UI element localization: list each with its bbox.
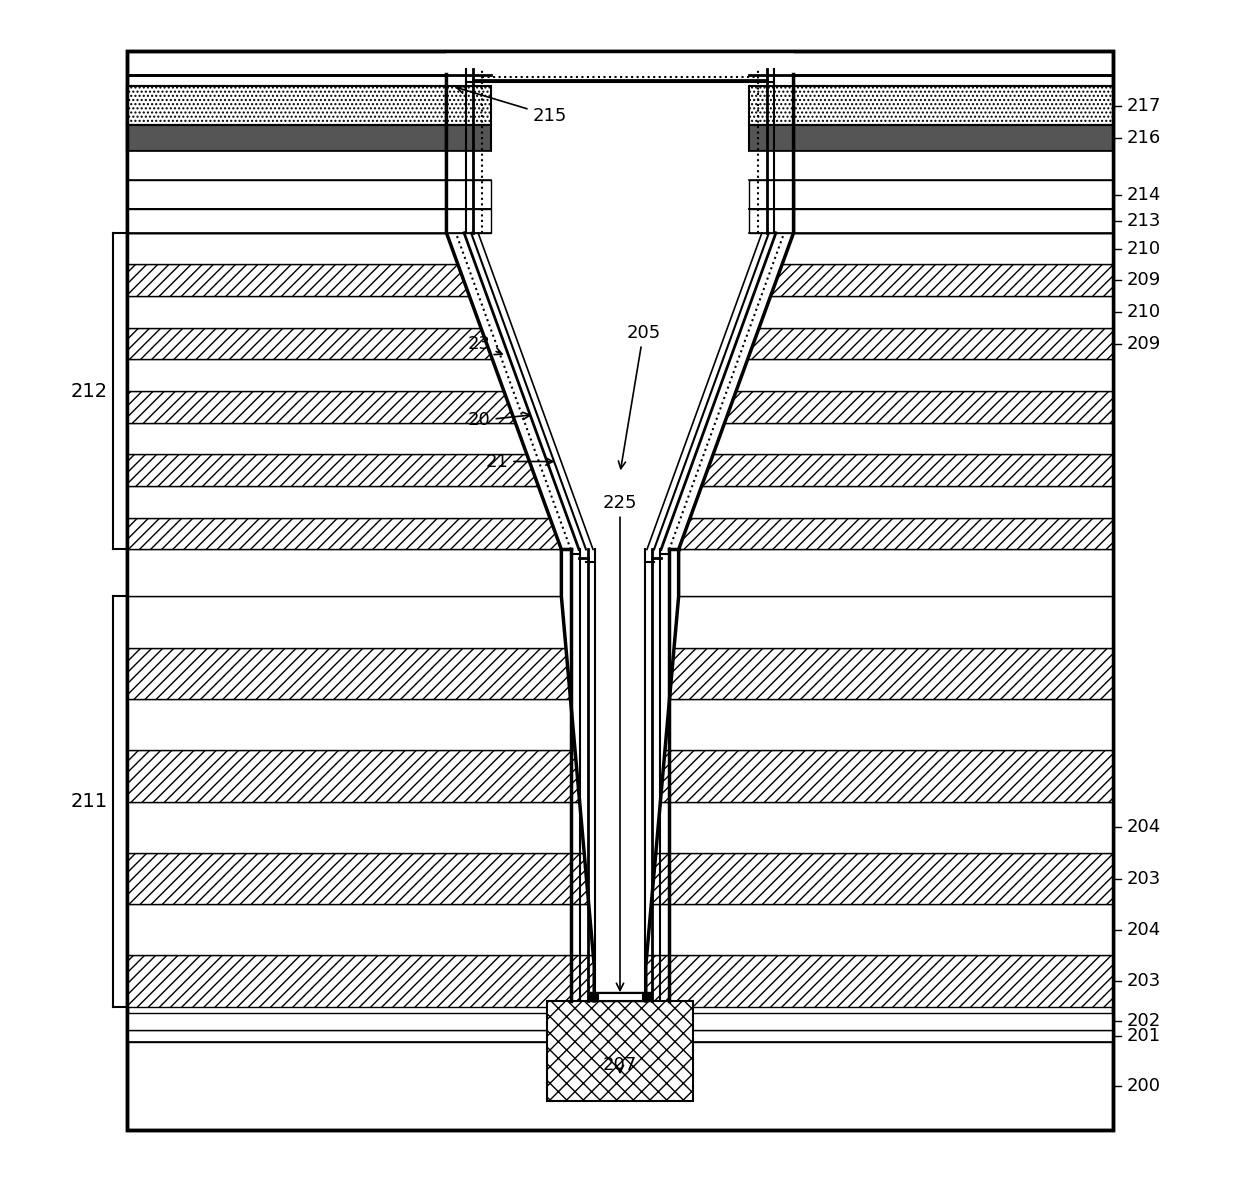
Bar [128, 86, 446, 125]
Bar [128, 596, 1112, 647]
Bar [128, 233, 1112, 265]
Bar [128, 180, 1112, 209]
Bar [749, 209, 794, 233]
Bar [446, 180, 491, 209]
Bar [128, 955, 1112, 1006]
Bar [588, 992, 652, 1001]
Polygon shape [446, 63, 794, 1001]
Bar [749, 151, 794, 180]
Bar [128, 328, 1112, 359]
Bar [128, 1012, 1112, 1030]
Bar [128, 549, 1112, 596]
Bar [128, 265, 1112, 296]
Bar [128, 802, 1112, 853]
Text: 210: 210 [1127, 240, 1161, 257]
Bar [128, 86, 1112, 125]
Text: 209: 209 [1127, 272, 1161, 289]
Bar [128, 51, 1112, 1130]
Bar [446, 209, 491, 233]
Bar [128, 296, 1112, 328]
Bar [128, 487, 1112, 517]
Bar [128, 151, 446, 180]
Bar [547, 1001, 693, 1101]
Bar [446, 51, 794, 233]
Text: 214: 214 [1127, 185, 1161, 204]
Bar [446, 151, 491, 180]
Bar [128, 359, 1112, 391]
Bar [128, 151, 1112, 180]
Text: 202: 202 [1127, 1012, 1161, 1031]
Text: 215: 215 [456, 86, 567, 124]
Bar [446, 86, 491, 125]
Text: 203: 203 [1127, 869, 1161, 888]
Bar [128, 517, 1112, 549]
Bar [794, 180, 1112, 209]
Bar [749, 125, 794, 151]
Bar [598, 993, 642, 1000]
Text: 20: 20 [467, 411, 529, 430]
Bar [794, 125, 1112, 151]
Bar [128, 853, 1112, 905]
Text: 216: 216 [1127, 129, 1161, 146]
Bar [749, 86, 794, 125]
Bar [128, 423, 1112, 455]
Text: 209: 209 [1127, 334, 1161, 353]
Bar [794, 209, 1112, 233]
Bar [128, 391, 1112, 423]
Text: 211: 211 [71, 792, 108, 811]
Bar [749, 180, 794, 209]
Bar [128, 180, 446, 209]
Bar [128, 647, 1112, 699]
Bar [794, 151, 1112, 180]
Text: 213: 213 [1127, 213, 1161, 230]
Text: 203: 203 [1127, 972, 1161, 990]
Text: 200: 200 [1127, 1077, 1161, 1095]
Bar [128, 699, 1112, 750]
Bar [128, 125, 1112, 151]
Bar [128, 209, 1112, 233]
Text: 217: 217 [1127, 97, 1161, 115]
Text: 201: 201 [1127, 1027, 1161, 1045]
Text: 23: 23 [467, 335, 502, 354]
Text: 225: 225 [603, 494, 637, 991]
Bar [128, 455, 1112, 487]
Bar [128, 905, 1112, 955]
Bar [794, 86, 1112, 125]
Text: 212: 212 [71, 381, 108, 400]
Bar [446, 125, 491, 151]
Text: 204: 204 [1127, 921, 1161, 939]
Text: 207: 207 [603, 1057, 637, 1075]
Bar [128, 209, 446, 233]
Text: 205: 205 [619, 324, 661, 469]
Bar [128, 1030, 1112, 1042]
Text: 204: 204 [1127, 818, 1161, 836]
Text: 210: 210 [1127, 304, 1161, 321]
Bar [128, 125, 446, 151]
Bar [128, 51, 1112, 1130]
Text: 21: 21 [485, 452, 553, 470]
Bar [128, 750, 1112, 802]
